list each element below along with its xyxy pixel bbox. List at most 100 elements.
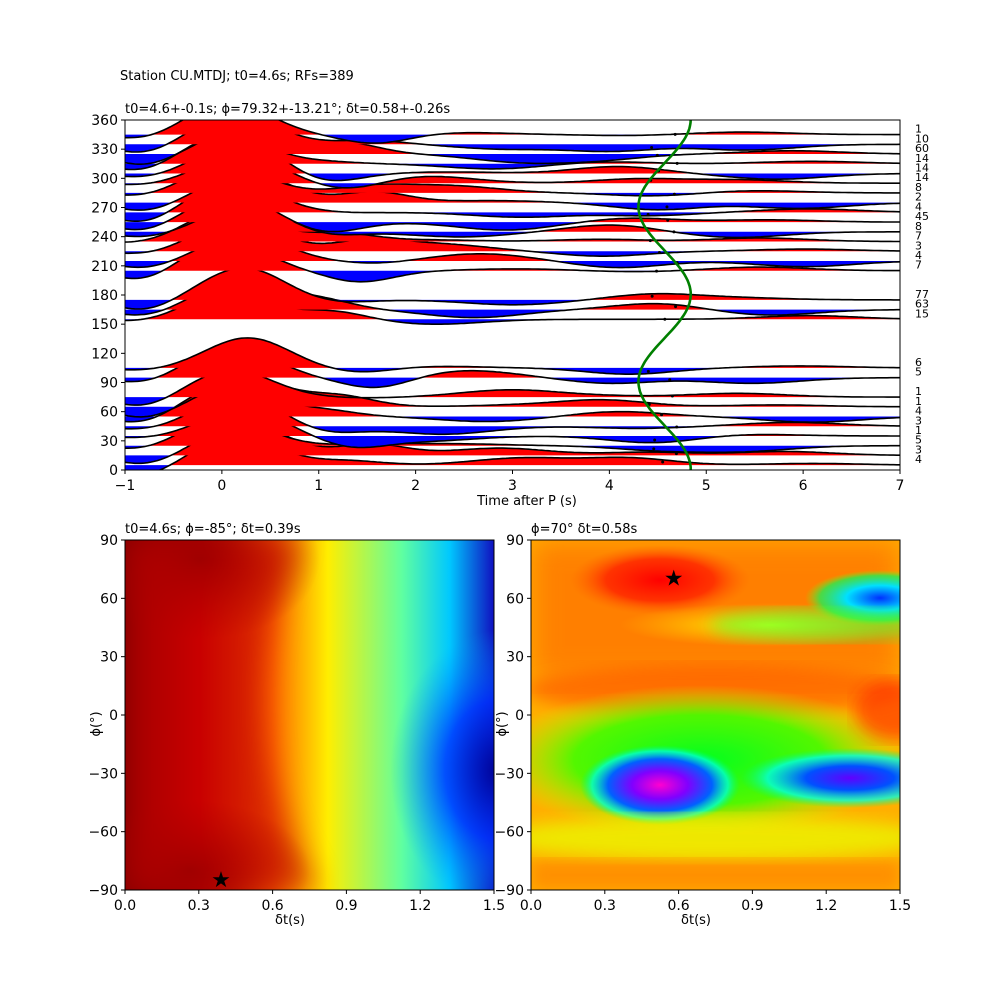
trace-count-label: 7: [915, 259, 922, 272]
trace-count-label: 63: [915, 298, 929, 311]
trace-count-label: 8: [915, 220, 922, 233]
heatmap-x-tick-label: 1.5: [483, 898, 505, 914]
trace-pick-dot: [670, 394, 674, 398]
top-y-tick-label: 90: [100, 376, 118, 392]
top-x-tick-label: −1: [115, 478, 136, 494]
trace-pick-dot: [672, 230, 676, 234]
heatmap-x-tick-label: 1.2: [815, 898, 837, 914]
trace-pick-dot: [673, 132, 677, 136]
heatmap-y-tick-label: 60: [506, 591, 524, 607]
trace-pick-dot: [650, 294, 654, 298]
left-heatmap-blue-lobe: [390, 630, 494, 890]
heatmap-y-tick-label: 90: [100, 533, 118, 549]
right-heatmap-yellow-lower: [531, 816, 900, 860]
trace-count-label: 14: [915, 161, 929, 174]
trace-positive-fill: [125, 196, 900, 223]
trace-pick-dot: [665, 205, 669, 209]
trace-positive-fill: [125, 346, 900, 378]
right-heatmap-magenta-minimum: [580, 745, 740, 825]
heatmap-x-tick-label: 0.6: [667, 898, 689, 914]
heatmap-x-tick-label: 0.0: [114, 898, 136, 914]
trace-pick-dot: [674, 452, 678, 456]
trace-negative-fill: [125, 144, 900, 152]
trace-pick-dot: [672, 192, 676, 196]
right-best-fit-star: ★: [664, 566, 684, 591]
trace-count-label: 77: [915, 288, 929, 301]
trace-negative-fill: [125, 231, 900, 238]
heatmap-x-tick-label: 0.3: [188, 898, 210, 914]
heatmap-x-tick-label: 0.9: [741, 898, 763, 914]
trace-negative-fill: [125, 202, 900, 211]
heatmap-x-tick-label: 0.9: [335, 898, 357, 914]
trace-count-label: 5: [915, 366, 922, 379]
heatmap-x-tick-label: 0.6: [261, 898, 283, 914]
heatmap-x-tick-label: 1.2: [409, 898, 431, 914]
heatmap-y-tick-label: −60: [494, 825, 524, 841]
trace-positive-fill: [125, 385, 900, 417]
heatmap-x-tick-label: 0.3: [594, 898, 616, 914]
trace-pick-dot: [653, 438, 657, 442]
trace-count-label: 2: [915, 191, 922, 204]
right-heatmap-orange-bottom: [531, 860, 900, 890]
receiver-function-panel: −1 0 1 2 3 4 5 6 7 03060901201501802102402703003…: [91, 113, 929, 509]
trace-count-label: 1: [915, 123, 922, 136]
top-x-tick-label: 4: [605, 478, 614, 494]
left-panel-title: t0=4.6s; ϕ=-85°; δt=0.39s: [125, 522, 301, 537]
top-y-tick-label: 30: [100, 434, 118, 450]
trace-positive-fill: [125, 172, 900, 203]
top-x-tick-label: 6: [799, 478, 808, 494]
trace-line: [125, 120, 900, 153]
trace-pick-dot: [666, 218, 670, 222]
top-x-axis-label: Time after P (s): [476, 494, 577, 509]
top-y-tick-label: 270: [91, 201, 118, 217]
figure-suptitle: Station CU.MTDJ; t0=4.6s; RFs=389: [120, 69, 354, 84]
trace-negative-fill: [125, 416, 900, 423]
left-heatmap-red-band: [125, 540, 320, 890]
trace-positive-fill: [125, 380, 900, 407]
trace-count-label: 10: [915, 132, 929, 145]
trace-pick-dot: [652, 447, 656, 451]
top-y-tick-label: 360: [91, 113, 118, 129]
trace-pick-dot: [674, 305, 678, 309]
anisotropy-fit-curve: [637, 120, 692, 470]
top-y-tick-label: 150: [91, 317, 118, 333]
trace-count-label: 1: [915, 424, 922, 437]
trace-pick-dot: [648, 239, 652, 243]
trace-count-label: 14: [915, 171, 929, 184]
trace-positive-fill: [125, 370, 900, 398]
trace-pick-dot: [655, 153, 659, 157]
top-x-tick-label: 5: [702, 478, 711, 494]
trace-negative-fill: [125, 445, 900, 453]
trace-count-label: 4: [915, 405, 922, 418]
top-y-tick-label: 60: [100, 405, 118, 421]
trace-count-label: 5: [915, 434, 922, 447]
trace-pick-dot: [675, 425, 679, 429]
trace-negative-fill: [125, 154, 900, 165]
trace-count-label: 3: [915, 443, 922, 456]
trace-pick-dot: [668, 378, 672, 382]
right-heatmap-red-right: [855, 680, 900, 740]
trace-negative-fill: [125, 163, 900, 170]
top-x-tick-label: 7: [896, 478, 905, 494]
trace-count-label: 3: [915, 239, 922, 252]
left-y-axis-label: ϕ(°): [89, 711, 104, 736]
trace-count-label: 4: [915, 453, 922, 466]
top-panel-title: t0=4.6+-0.1s; ϕ=79.32+-13.21°; δt=0.58+-…: [125, 102, 450, 117]
heatmap-x-tick-label: 0.0: [520, 898, 542, 914]
heatmap-y-tick-label: 90: [506, 533, 524, 549]
top-x-tick-label: 2: [411, 478, 420, 494]
trace-count-label: 1: [915, 385, 922, 398]
trace-positive-fill: [125, 120, 900, 135]
trace-pick-dot: [646, 369, 650, 373]
heatmap-x-tick-label: 1.5: [889, 898, 911, 914]
top-y-tick-label: 240: [91, 230, 118, 246]
trace-line: [125, 337, 900, 375]
top-y-tick-label: 180: [91, 288, 118, 304]
energy-map-left: 0.0 0.3 0.6 0.9 1.2 1.5 −90 −60 −30 0 30 60 90 δt(s)…: [88, 533, 505, 928]
trace-pick-dot: [660, 413, 664, 417]
top-x-tick-label: 1: [314, 478, 323, 494]
trace-pick-dot: [663, 317, 667, 321]
heatmap-y-tick-label: 0: [515, 708, 524, 724]
trace-negative-fill: [125, 222, 900, 232]
trace-pick-dot: [646, 212, 650, 216]
